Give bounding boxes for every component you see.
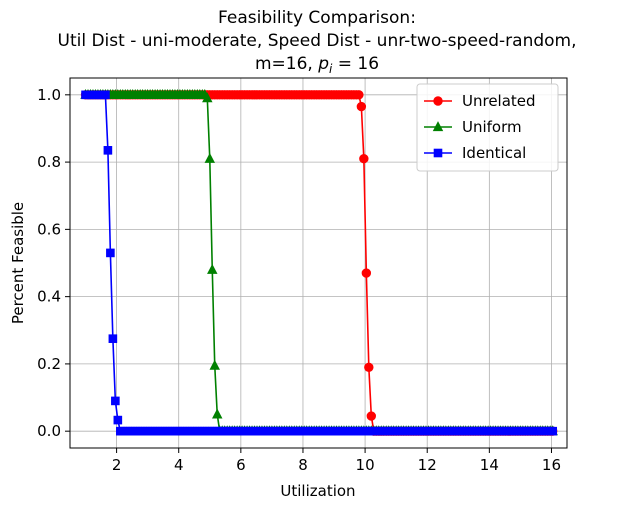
x-tick-label: 16 (542, 456, 561, 474)
data-point-unrelated (361, 268, 372, 278)
legend-marker (433, 96, 443, 106)
series-layer (80, 88, 558, 436)
data-point-uniform (204, 152, 216, 163)
data-point-unrelated (366, 411, 377, 421)
legend-box (416, 83, 559, 172)
title-line-3: m=16, pi = 16 (255, 54, 379, 76)
legend-item-unrelated: Unrelated (424, 92, 536, 110)
x-tick-label: 12 (418, 456, 437, 474)
title-math-p: p (317, 54, 329, 74)
legend: Unrelated Uniform Identical (416, 83, 559, 172)
title-line-3-prefix: m=16, (255, 54, 318, 74)
y-tick-label: 1.0 (37, 86, 61, 104)
data-point-identical (101, 90, 110, 100)
legend-item-identical: Identical (424, 144, 526, 162)
title-line-3-suffix: = 16 (332, 54, 379, 74)
y-axis-label: Percent Feasible (9, 202, 27, 324)
data-point-identical (108, 334, 118, 343)
x-axis-label: Utilization (280, 482, 355, 500)
series-identical (81, 90, 558, 436)
legend-marker (433, 148, 443, 158)
title-line-1: Feasibility Comparison: (218, 8, 416, 28)
x-tick-label: 14 (480, 456, 499, 474)
y-tick-label: 0.2 (37, 355, 61, 373)
data-point-identical (111, 396, 120, 406)
y-tick-label: 0.6 (37, 220, 61, 238)
data-point-identical (106, 248, 115, 258)
legend-label: Unrelated (462, 92, 536, 110)
data-point-identical (113, 415, 123, 425)
x-tick-label: 10 (356, 456, 375, 474)
y-tick-label: 0.0 (37, 422, 61, 440)
data-point-unrelated (356, 101, 367, 112)
ticks: 2 4 6 8 10 12 14 16 0.0 0.2 0.4 0.6 0.8 1.0 (37, 86, 561, 474)
title-math-sub: i (329, 62, 333, 76)
y-tick-label: 0.4 (37, 288, 61, 306)
y-tick-label: 0.8 (37, 153, 61, 171)
chart-title: Feasibility Comparison: Util Dist - uni-… (58, 8, 577, 76)
data-point-unrelated (359, 154, 369, 164)
x-tick-label: 2 (112, 456, 122, 474)
data-point-uniform (207, 263, 218, 274)
x-tick-label: 4 (174, 456, 184, 474)
data-point-identical (103, 146, 113, 155)
data-point-uniform (202, 92, 213, 103)
data-point-uniform (212, 408, 223, 419)
legend-label: Uniform (462, 118, 522, 136)
legend-label: Identical (462, 144, 526, 162)
title-line-2: Util Dist - uni-moderate, Speed Dist - u… (58, 31, 577, 51)
data-point-unrelated (364, 362, 374, 372)
legend-item-uniform: Uniform (424, 118, 522, 136)
x-tick-label: 8 (298, 456, 308, 474)
data-point-uniform (209, 359, 220, 370)
data-point-identical (548, 426, 558, 436)
legend-marker (432, 121, 444, 132)
x-tick-label: 6 (236, 456, 246, 474)
data-point-unrelated (354, 90, 364, 100)
plot-frame (69, 77, 568, 449)
